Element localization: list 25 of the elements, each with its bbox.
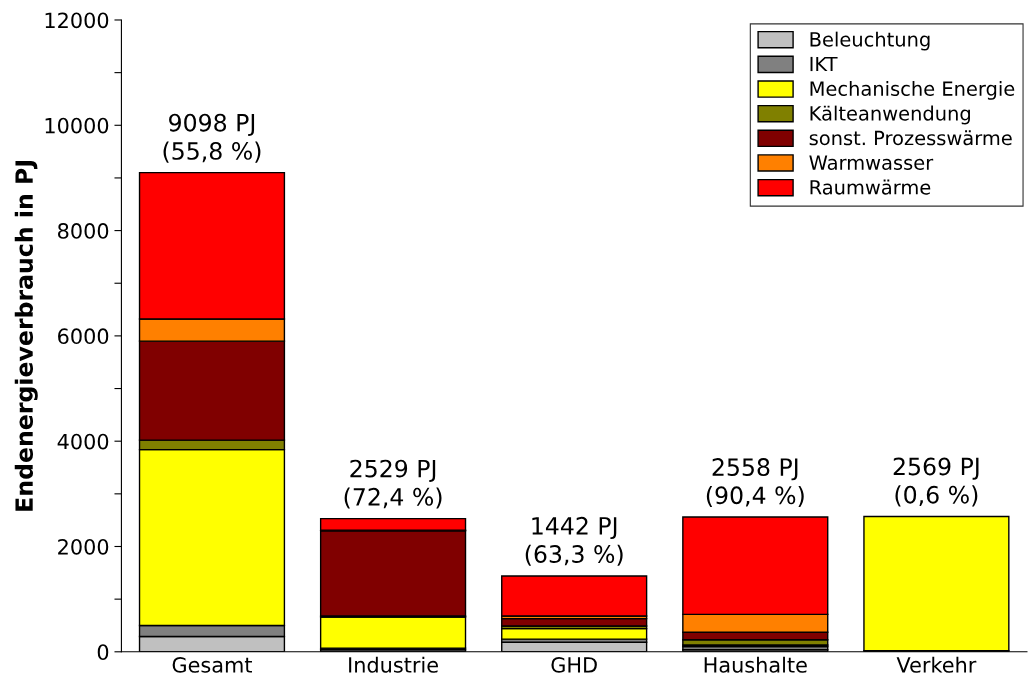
x-tick-label: GHD bbox=[551, 657, 597, 673]
y-tick-label: 10000 bbox=[45, 117, 109, 134]
legend-label: Kälteanwendung bbox=[810, 105, 970, 125]
legend-label: Beleuchtung bbox=[810, 31, 930, 51]
y-tick-label: 8000 bbox=[58, 223, 109, 239]
x-tick-label: Industrie bbox=[349, 656, 438, 673]
y-tick-label: 12000 bbox=[45, 12, 109, 29]
legend-label: Raumwärme bbox=[810, 179, 931, 195]
legend-label: Warmwasser bbox=[809, 155, 934, 170]
y-axis-title: Endenergieverbrauch in PJ bbox=[14, 161, 38, 511]
annotation: 9098 PJ (55,8 %) bbox=[163, 113, 261, 163]
x-tick-label: Haushalte bbox=[704, 656, 807, 673]
legend-label: sonst. Prozesswärme bbox=[809, 130, 1012, 146]
y-tick-label: 6000 bbox=[58, 328, 109, 345]
x-tick-label: Verkehr bbox=[896, 656, 977, 673]
legend-label: Mechanische Energie bbox=[810, 80, 1015, 100]
y-tick-label: 2000 bbox=[58, 538, 109, 555]
y-tick-label: 0 bbox=[97, 644, 109, 661]
x-tick-label: Gesamt bbox=[172, 657, 252, 673]
annotation: 2558 PJ (90,4 %) bbox=[706, 458, 804, 507]
legend-label: IKT bbox=[810, 56, 838, 72]
annotation: 2529 PJ (72,4 %) bbox=[344, 459, 442, 509]
annotation: 2569 PJ (0,6 %) bbox=[893, 457, 979, 507]
annotation: 1442 PJ (63,3 %) bbox=[525, 516, 623, 566]
y-tick-label: 4000 bbox=[57, 433, 109, 450]
